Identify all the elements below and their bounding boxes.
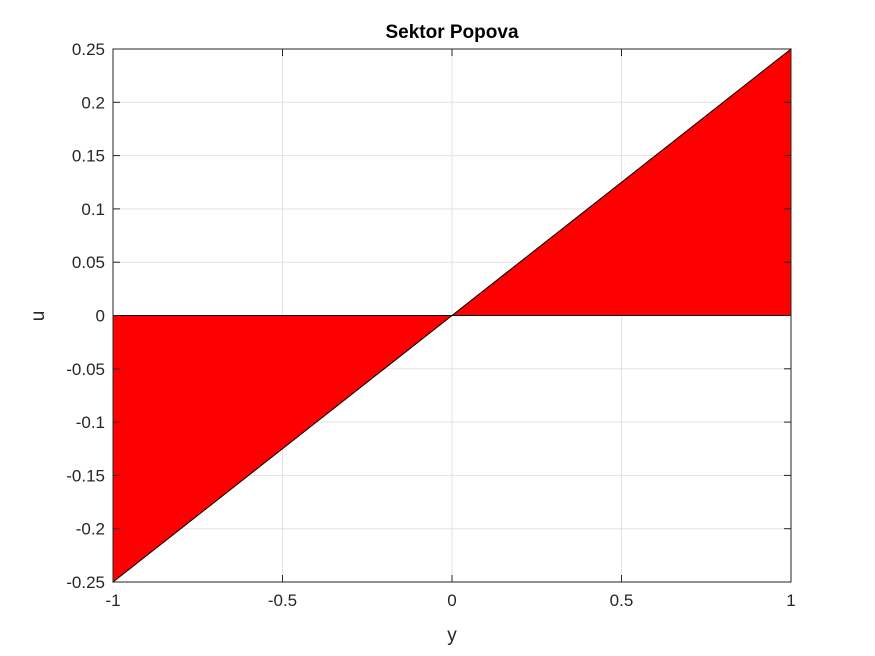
axis-ticks [112,48,792,583]
x-tick-label-1: -0.5 [268,591,297,610]
chart-title: Sektor Popova [385,22,518,43]
x-axis-label: y [447,625,457,646]
y-axis-label: u [28,311,49,322]
x-tick-label-4: 1 [786,591,795,610]
x-tick-label-2: 0 [447,591,456,610]
x-tick-label-3: 0.5 [610,591,634,610]
y-tick-label-4: -0.05 [66,360,105,379]
y-tick-label-1: -0.2 [76,520,105,539]
y-tick-labels: -0.25 -0.2 -0.15 -0.1 -0.05 0 0.05 0.1 0.15 0.2 0.… [66,40,105,592]
y-tick-label-2: -0.15 [66,466,105,485]
y-tick-label-6: 0.05 [72,253,105,272]
y-tick-label-3: -0.1 [76,413,105,432]
y-tick-label-10: 0.25 [72,40,105,59]
y-tick-label-9: 0.2 [81,93,105,112]
y-tick-label-5: 0 [96,307,105,326]
sector-fills [112,47,792,584]
y-tick-label-8: 0.15 [72,147,105,166]
x-tick-labels: -1 -0.5 0 0.5 1 [105,591,795,610]
x-tick-label-0: -1 [105,591,120,610]
y-tick-label-7: 0.1 [81,200,105,219]
y-tick-label-0: -0.25 [66,573,105,592]
